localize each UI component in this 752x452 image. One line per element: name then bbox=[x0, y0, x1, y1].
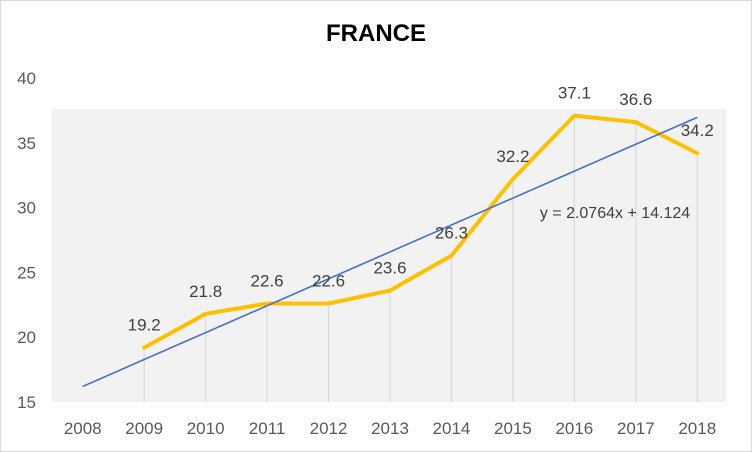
plot-band bbox=[52, 109, 726, 402]
x-tick-label: 2012 bbox=[310, 419, 348, 438]
x-tick-label: 2013 bbox=[371, 419, 409, 438]
y-tick-label: 20 bbox=[17, 328, 36, 347]
x-tick-label: 2014 bbox=[433, 419, 471, 438]
y-tick-label: 40 bbox=[17, 69, 36, 88]
x-tick-label: 2011 bbox=[249, 419, 286, 438]
data-label: 36.6 bbox=[619, 90, 652, 109]
trendline bbox=[82, 116, 698, 388]
y-tick-label: 30 bbox=[17, 199, 36, 218]
data-label: 19.2 bbox=[128, 316, 161, 335]
x-tick-label: 2018 bbox=[678, 419, 716, 438]
data-label: 26.3 bbox=[435, 224, 468, 243]
y-tick-label: 25 bbox=[17, 263, 36, 282]
data-label: 37.1 bbox=[558, 84, 591, 103]
series-line bbox=[142, 113, 700, 350]
x-tick-label: 2017 bbox=[617, 419, 655, 438]
x-tick-label: 2015 bbox=[494, 419, 532, 438]
x-tick-label: 2009 bbox=[125, 419, 163, 438]
data-label: 32.2 bbox=[496, 147, 529, 166]
data-label: 21.8 bbox=[189, 282, 222, 301]
data-label: 22.6 bbox=[251, 272, 284, 291]
data-label: 34.2 bbox=[681, 121, 714, 140]
trendline-equation: y = 2.0764x + 14.124 bbox=[540, 205, 690, 222]
data-label: 22.6 bbox=[312, 272, 345, 291]
y-tick-label: 15 bbox=[17, 393, 36, 412]
data-label: 23.6 bbox=[373, 259, 406, 278]
y-tick-label: 35 bbox=[17, 134, 36, 153]
chart-title: FRANCE bbox=[326, 20, 426, 47]
x-tick-label: 2008 bbox=[64, 419, 102, 438]
x-tick-label: 2016 bbox=[555, 419, 593, 438]
x-tick-label: 2010 bbox=[187, 419, 225, 438]
